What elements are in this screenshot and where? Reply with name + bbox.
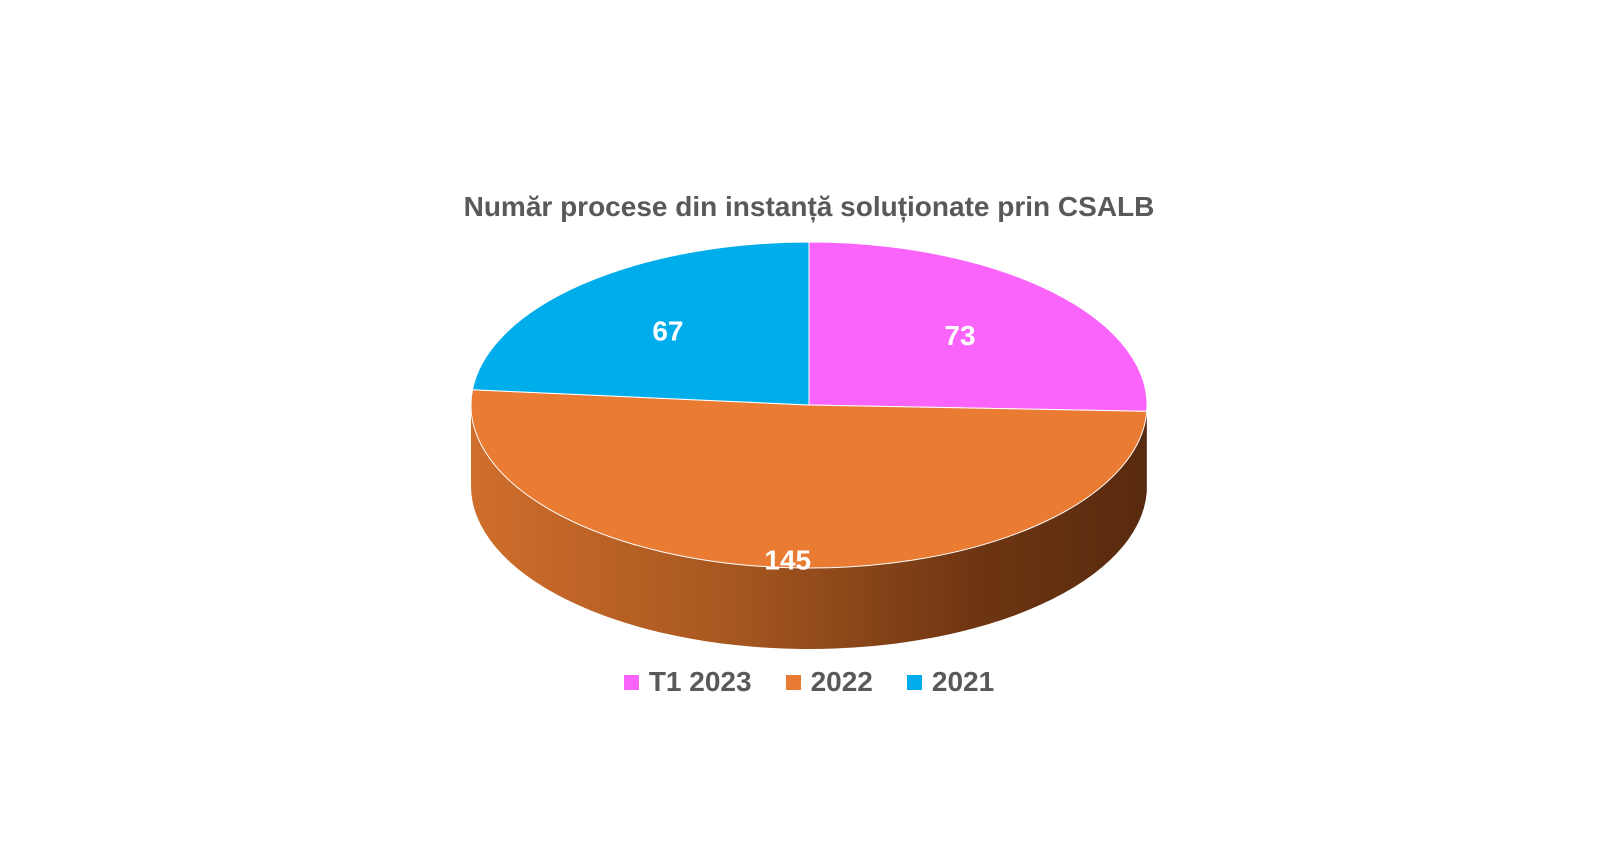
pie-top-layer [470,241,1148,569]
pie-slice-2021 [471,241,810,406]
legend-swatch [906,674,922,690]
pie-side-layer [471,405,1147,650]
data-label-2021: 67 [652,315,683,346]
legend-item-2021: 2021 [906,666,995,698]
legend-swatch [785,674,801,690]
legend-swatch [623,674,639,690]
pie-label-layer: 73 145 67 [652,315,975,575]
legend-item-2022: 2022 [785,666,873,698]
legend: T1 2023 2022 2021 [0,666,1618,698]
data-label-2022: 145 [764,545,811,576]
pie-side-2022 [471,405,1147,650]
legend-item-t1-2023: T1 2023 [623,666,752,698]
pie-slice-2022 [470,389,1148,569]
legend-label: 2022 [810,666,873,697]
data-label-t1-2023: 73 [944,320,975,351]
pie-slice-t1-2023 [808,241,1148,412]
legend-label: 2021 [931,666,995,697]
chart-title: Număr procese din instanță soluționate p… [463,191,1155,222]
legend-label: T1 2023 [648,666,752,697]
